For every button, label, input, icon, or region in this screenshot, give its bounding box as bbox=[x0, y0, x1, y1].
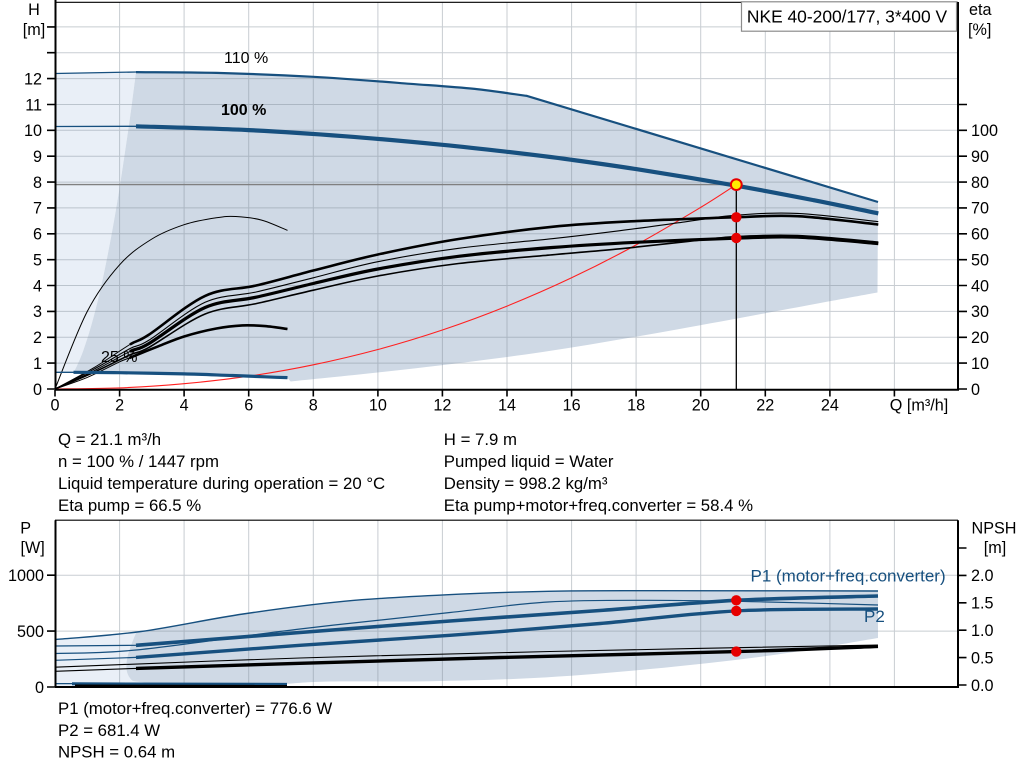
svg-text:2: 2 bbox=[33, 329, 42, 347]
svg-text:0.0: 0.0 bbox=[971, 677, 994, 695]
svg-text:4: 4 bbox=[180, 397, 189, 415]
svg-text:90: 90 bbox=[971, 148, 989, 166]
svg-text:10: 10 bbox=[971, 355, 989, 373]
svg-text:80: 80 bbox=[971, 174, 989, 192]
svg-text:22: 22 bbox=[756, 397, 774, 415]
svg-text:Eta pump = 66.5 %: Eta pump = 66.5 % bbox=[58, 496, 201, 515]
svg-text:[%]: [%] bbox=[968, 21, 991, 39]
svg-text:500: 500 bbox=[17, 623, 44, 641]
svg-text:4: 4 bbox=[33, 277, 42, 295]
svg-text:P: P bbox=[20, 520, 31, 538]
svg-text:P1 (motor+freq.converter) = 77: P1 (motor+freq.converter) = 776.6 W bbox=[58, 699, 332, 718]
svg-text:100: 100 bbox=[971, 122, 998, 140]
svg-text:60: 60 bbox=[971, 226, 989, 244]
svg-text:[m]: [m] bbox=[23, 21, 45, 39]
svg-text:[W]: [W] bbox=[20, 539, 44, 557]
svg-text:9: 9 bbox=[33, 148, 42, 166]
svg-text:70: 70 bbox=[971, 200, 989, 218]
svg-text:7: 7 bbox=[33, 200, 42, 218]
svg-text:P2: P2 bbox=[864, 607, 885, 626]
svg-text:20: 20 bbox=[971, 329, 989, 347]
svg-text:1.5: 1.5 bbox=[971, 595, 994, 613]
svg-text:Eta pump+motor+freq.converter: Eta pump+motor+freq.converter = 58.4 % bbox=[444, 496, 753, 515]
svg-text:6: 6 bbox=[33, 226, 42, 244]
svg-text:24: 24 bbox=[821, 397, 839, 415]
svg-text:1: 1 bbox=[33, 355, 42, 373]
svg-text:18: 18 bbox=[627, 397, 645, 415]
svg-text:110 %: 110 % bbox=[224, 50, 268, 67]
svg-text:1.0: 1.0 bbox=[971, 622, 994, 640]
svg-text:P1 (motor+freq.converter): P1 (motor+freq.converter) bbox=[751, 567, 946, 586]
svg-text:16: 16 bbox=[563, 397, 581, 415]
svg-text:2.0: 2.0 bbox=[971, 567, 994, 585]
svg-text:25 %: 25 % bbox=[101, 349, 137, 366]
svg-text:Liquid temperature during oper: Liquid temperature during operation = 20… bbox=[58, 474, 385, 493]
svg-text:14: 14 bbox=[498, 397, 516, 415]
svg-text:NPSH = 0.64 m: NPSH = 0.64 m bbox=[58, 743, 175, 762]
svg-text:8: 8 bbox=[309, 397, 318, 415]
svg-text:NKE 40-200/177, 3*400 V: NKE 40-200/177, 3*400 V bbox=[747, 7, 948, 27]
svg-text:0: 0 bbox=[35, 679, 44, 697]
svg-text:40: 40 bbox=[971, 277, 989, 295]
svg-text:eta: eta bbox=[969, 1, 992, 19]
svg-text:Q = 21.1 m³/h: Q = 21.1 m³/h bbox=[58, 430, 161, 449]
svg-text:8: 8 bbox=[33, 174, 42, 192]
svg-text:Pumped liquid = Water: Pumped liquid = Water bbox=[444, 452, 614, 471]
svg-text:11: 11 bbox=[25, 96, 42, 114]
svg-text:10: 10 bbox=[24, 122, 42, 140]
svg-text:0: 0 bbox=[971, 381, 980, 399]
svg-text:2: 2 bbox=[115, 397, 124, 415]
svg-text:0: 0 bbox=[50, 397, 59, 415]
svg-text:12: 12 bbox=[433, 397, 451, 415]
svg-text:0: 0 bbox=[33, 381, 42, 399]
svg-text:10: 10 bbox=[369, 397, 387, 415]
svg-text:Density = 998.2 kg/m³: Density = 998.2 kg/m³ bbox=[444, 474, 608, 493]
svg-text:0.5: 0.5 bbox=[971, 649, 994, 667]
svg-text:P2 = 681.4 W: P2 = 681.4 W bbox=[58, 721, 160, 740]
svg-text:5: 5 bbox=[33, 252, 42, 270]
svg-text:[m]: [m] bbox=[984, 539, 1006, 557]
svg-text:1000: 1000 bbox=[8, 567, 44, 585]
svg-text:6: 6 bbox=[244, 397, 253, 415]
svg-text:12: 12 bbox=[24, 70, 42, 88]
svg-text:3: 3 bbox=[33, 303, 42, 321]
svg-text:50: 50 bbox=[971, 252, 989, 270]
svg-text:30: 30 bbox=[971, 303, 989, 321]
svg-text:100 %: 100 % bbox=[221, 102, 266, 119]
svg-text:n = 100 % / 1447 rpm: n = 100 % / 1447 rpm bbox=[58, 452, 219, 471]
svg-text:H: H bbox=[28, 1, 40, 19]
svg-text:Q [m³/h]: Q [m³/h] bbox=[890, 397, 948, 415]
svg-text:20: 20 bbox=[692, 397, 710, 415]
svg-text:H = 7.9 m: H = 7.9 m bbox=[444, 430, 517, 449]
svg-text:NPSH: NPSH bbox=[972, 520, 1017, 538]
